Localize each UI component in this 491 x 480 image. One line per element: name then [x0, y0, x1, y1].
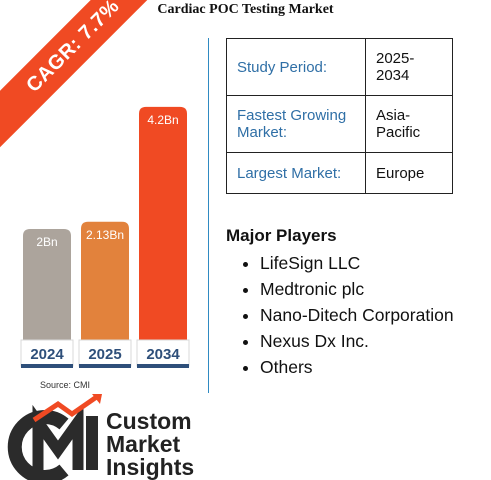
- logo-text: Custom Market Insights: [106, 410, 194, 479]
- logo-line-custom: Custom: [106, 408, 192, 434]
- data-label: 4.2Bn: [147, 113, 178, 127]
- table-row: Study Period: 2025-2034: [226, 38, 453, 96]
- category-underline: [137, 364, 189, 368]
- tick-label: 2024: [30, 346, 64, 363]
- category-box: [20, 339, 74, 367]
- logo-line-insights: Insights: [106, 454, 195, 480]
- bar-2034: [139, 106, 187, 341]
- logo-line-market: Market: [106, 431, 181, 457]
- bar-2025: [81, 221, 129, 340]
- divider: [208, 38, 209, 393]
- info-table: Study Period: 2025-2034 Fastest Growing …: [226, 38, 453, 194]
- table-row: Largest Market: Europe: [226, 152, 453, 194]
- major-players-list: LifeSign LLC Medtronic plc Nano-Ditech C…: [238, 250, 491, 380]
- study-period-value: 2025-2034: [365, 38, 453, 96]
- category-underline: [21, 364, 73, 368]
- category-underline: [79, 364, 131, 368]
- tick-label: 2025: [88, 346, 121, 363]
- data-label: 2Bn: [36, 235, 57, 249]
- source-note: Source: CMI: [40, 380, 91, 390]
- page-title: Cardiac POC Testing Market: [157, 2, 334, 17]
- bar-chart: 2Bn 2024 2.13Bn 2025 4.2Bn 2034: [20, 106, 190, 368]
- list-item: Nexus Dx Inc.: [260, 328, 491, 354]
- cmi-logo-icon: [7, 393, 102, 480]
- table-row: Fastest Growing Market: Asia-Pacific: [226, 95, 453, 153]
- tick-label: 2034: [146, 346, 180, 363]
- fastest-market-value: Asia-Pacific: [365, 95, 453, 153]
- category-box: [78, 339, 132, 367]
- major-players-title: Major Players: [226, 226, 337, 245]
- category-box: [136, 339, 190, 367]
- list-item: LifeSign LLC: [260, 250, 491, 276]
- fastest-market-key: Fastest Growing Market:: [226, 95, 366, 153]
- study-period-key: Study Period:: [226, 38, 366, 96]
- list-item: Medtronic plc: [260, 276, 491, 302]
- list-item: Nano-Ditech Corporation: [260, 302, 491, 328]
- bar-2024: [23, 229, 71, 340]
- data-label: 2.13Bn: [86, 228, 124, 242]
- largest-market-value: Europe: [365, 152, 453, 194]
- largest-market-key: Largest Market:: [226, 152, 366, 194]
- list-item: Others: [260, 354, 491, 380]
